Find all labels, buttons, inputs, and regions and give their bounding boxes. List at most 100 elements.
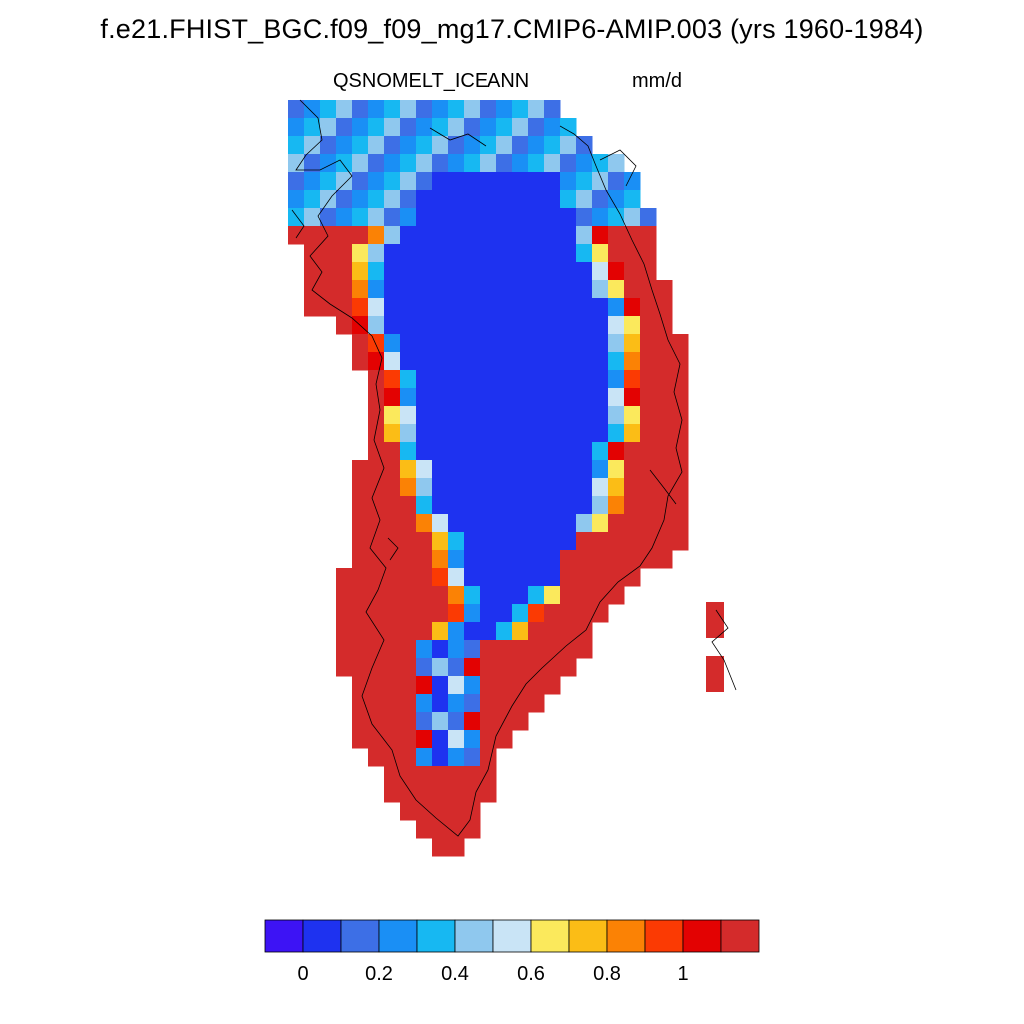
colorbar-swatch xyxy=(340,919,380,953)
map-cell xyxy=(512,568,529,587)
map-cell xyxy=(336,172,353,191)
map-cell xyxy=(480,136,497,155)
map-cell xyxy=(448,136,465,155)
map-cell xyxy=(528,370,545,389)
map-cell xyxy=(448,550,465,569)
map-cell xyxy=(640,316,657,335)
map-cell xyxy=(464,316,481,335)
colorbar-swatch xyxy=(264,919,304,953)
map-cell xyxy=(592,226,609,245)
map-cell xyxy=(640,334,657,353)
map-cell xyxy=(496,190,513,209)
map-cell xyxy=(352,568,369,587)
map-cell xyxy=(368,676,385,695)
map-cell xyxy=(384,226,401,245)
map-cell xyxy=(560,262,577,281)
map-cell xyxy=(384,352,401,371)
map-cell xyxy=(656,496,673,515)
map-cell xyxy=(352,118,369,137)
map-cell xyxy=(384,730,401,749)
map-cell xyxy=(352,658,369,677)
map-cell xyxy=(400,622,417,641)
map-cell xyxy=(416,550,433,569)
map-cell xyxy=(480,676,497,695)
map-cell xyxy=(512,316,529,335)
map-cell xyxy=(416,406,433,425)
map-cell xyxy=(416,532,433,551)
map-cell xyxy=(480,406,497,425)
map-cell xyxy=(464,136,481,155)
map-cell xyxy=(336,298,353,317)
map-cell xyxy=(640,550,657,569)
map-cell xyxy=(288,208,305,227)
map-cell xyxy=(496,424,513,443)
map-cell xyxy=(512,424,529,443)
map-cell xyxy=(400,460,417,479)
map-cell xyxy=(528,100,545,119)
map-cell xyxy=(560,388,577,407)
map-cell xyxy=(656,334,673,353)
map-cell xyxy=(592,604,609,623)
map-cell xyxy=(560,118,577,137)
map-cell xyxy=(416,784,433,803)
map-cell xyxy=(496,532,513,551)
map-cell xyxy=(576,388,593,407)
map-cell xyxy=(464,748,481,767)
map-cell xyxy=(576,460,593,479)
map-cell xyxy=(544,208,561,227)
map-cell xyxy=(448,532,465,551)
map-cell xyxy=(464,442,481,461)
map-cell xyxy=(528,352,545,371)
map-cell xyxy=(432,694,449,713)
colorbar-boxes xyxy=(264,919,760,953)
map-cell xyxy=(496,298,513,317)
map-cell xyxy=(496,136,513,155)
map-cell xyxy=(480,622,497,641)
map-cell xyxy=(480,154,497,173)
map-cell xyxy=(656,532,673,551)
map-cell xyxy=(416,424,433,443)
map-cell xyxy=(496,406,513,425)
map-cell xyxy=(624,280,641,299)
map-cell xyxy=(640,370,657,389)
map-cell xyxy=(528,118,545,137)
map-cell xyxy=(368,316,385,335)
map-cell xyxy=(592,190,609,209)
colorbar-swatch xyxy=(454,919,494,953)
map-cell xyxy=(608,244,625,263)
map-cell xyxy=(368,190,385,209)
map-cell xyxy=(464,514,481,533)
coastline xyxy=(291,99,737,837)
map-cell xyxy=(576,136,593,155)
map-cell xyxy=(640,262,657,281)
map-cell xyxy=(416,694,433,713)
map-cell xyxy=(448,604,465,623)
map-cell xyxy=(448,802,465,821)
map-cell xyxy=(706,656,724,674)
map-cell xyxy=(576,334,593,353)
map-cell xyxy=(416,640,433,659)
map-cell xyxy=(336,190,353,209)
map-cell xyxy=(624,352,641,371)
map-cell xyxy=(640,226,657,245)
map-cell xyxy=(416,262,433,281)
map-cell xyxy=(384,244,401,263)
map-cell xyxy=(368,244,385,263)
map-cell xyxy=(416,676,433,695)
map-cell xyxy=(624,316,641,335)
map-cell xyxy=(416,802,433,821)
map-cell xyxy=(368,370,385,389)
map-cell xyxy=(528,658,545,677)
map-cell xyxy=(656,316,673,335)
map-cell xyxy=(368,118,385,137)
map-cell xyxy=(448,388,465,407)
map-cell xyxy=(592,442,609,461)
map-cell xyxy=(512,352,529,371)
map-cell xyxy=(544,316,561,335)
map-cell xyxy=(512,478,529,497)
map-cell xyxy=(528,604,545,623)
map-cell xyxy=(304,262,321,281)
map-cells xyxy=(288,100,724,857)
map-cell xyxy=(560,550,577,569)
map-cell xyxy=(480,784,497,803)
